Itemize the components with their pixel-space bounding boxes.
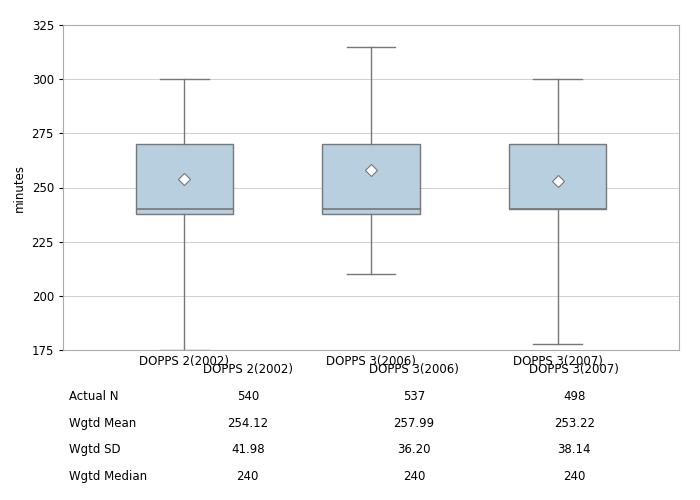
Text: 540: 540: [237, 390, 259, 403]
PathPatch shape: [136, 144, 233, 214]
Text: 257.99: 257.99: [393, 416, 435, 430]
Text: Wgtd SD: Wgtd SD: [69, 444, 121, 456]
PathPatch shape: [323, 144, 419, 214]
Text: Actual N: Actual N: [69, 390, 119, 403]
Text: DOPPS 3(2007): DOPPS 3(2007): [529, 363, 620, 376]
Text: Wgtd Mean: Wgtd Mean: [69, 416, 136, 430]
Text: 240: 240: [403, 470, 426, 484]
Text: 537: 537: [403, 390, 425, 403]
Text: Wgtd Median: Wgtd Median: [69, 470, 147, 484]
Text: 254.12: 254.12: [228, 416, 268, 430]
Text: 253.22: 253.22: [554, 416, 595, 430]
Text: DOPPS 3(2006): DOPPS 3(2006): [369, 363, 459, 376]
Text: 38.14: 38.14: [557, 444, 591, 456]
Text: 240: 240: [563, 470, 585, 484]
Y-axis label: minutes: minutes: [13, 164, 26, 212]
Text: DOPPS 2(2002): DOPPS 2(2002): [203, 363, 293, 376]
Text: 41.98: 41.98: [231, 444, 265, 456]
Text: 498: 498: [563, 390, 585, 403]
Text: 240: 240: [237, 470, 259, 484]
PathPatch shape: [509, 144, 606, 209]
Text: 36.20: 36.20: [398, 444, 431, 456]
